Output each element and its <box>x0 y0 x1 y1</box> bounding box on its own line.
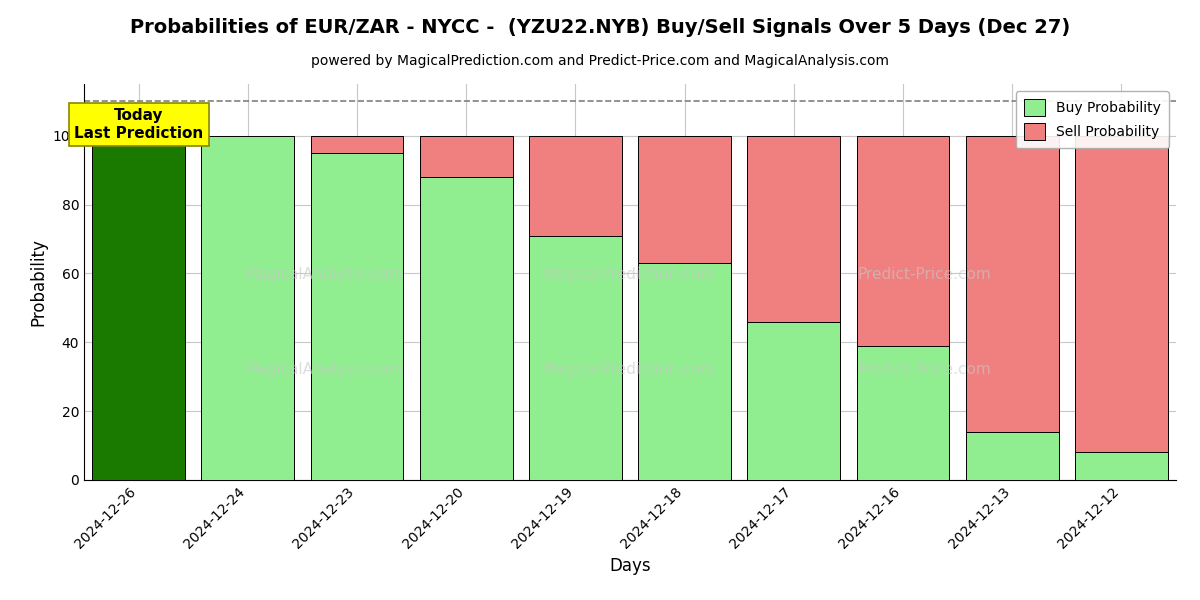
X-axis label: Days: Days <box>610 557 650 575</box>
Text: MagicalAnalysis.com: MagicalAnalysis.com <box>245 362 404 377</box>
Text: MagicalPrediction.com: MagicalPrediction.com <box>544 362 716 377</box>
Bar <box>92 136 185 480</box>
Bar <box>529 136 622 236</box>
Bar <box>202 136 294 480</box>
Bar <box>420 177 512 480</box>
Y-axis label: Probability: Probability <box>29 238 47 326</box>
Bar <box>638 136 731 263</box>
Text: Probabilities of EUR/ZAR - NYCC -  (YZU22.NYB) Buy/Sell Signals Over 5 Days (Dec: Probabilities of EUR/ZAR - NYCC - (YZU22… <box>130 18 1070 37</box>
Bar <box>857 346 949 480</box>
Bar <box>311 136 403 153</box>
Bar <box>966 432 1058 480</box>
Bar <box>1075 136 1168 452</box>
Text: MagicalPrediction.com: MagicalPrediction.com <box>544 266 716 281</box>
Bar <box>748 136 840 322</box>
Bar <box>311 153 403 480</box>
Bar <box>966 136 1058 432</box>
Text: MagicalAnalysis.com: MagicalAnalysis.com <box>245 266 404 281</box>
Bar <box>1075 452 1168 480</box>
Text: Predict-Price.com: Predict-Price.com <box>858 362 991 377</box>
Bar <box>638 263 731 480</box>
Text: Today
Last Prediction: Today Last Prediction <box>74 108 203 140</box>
Legend: Buy Probability, Sell Probability: Buy Probability, Sell Probability <box>1015 91 1169 148</box>
Bar <box>420 136 512 177</box>
Bar <box>857 136 949 346</box>
Text: powered by MagicalPrediction.com and Predict-Price.com and MagicalAnalysis.com: powered by MagicalPrediction.com and Pre… <box>311 54 889 68</box>
Bar <box>529 236 622 480</box>
Bar <box>748 322 840 480</box>
Text: Predict-Price.com: Predict-Price.com <box>858 266 991 281</box>
